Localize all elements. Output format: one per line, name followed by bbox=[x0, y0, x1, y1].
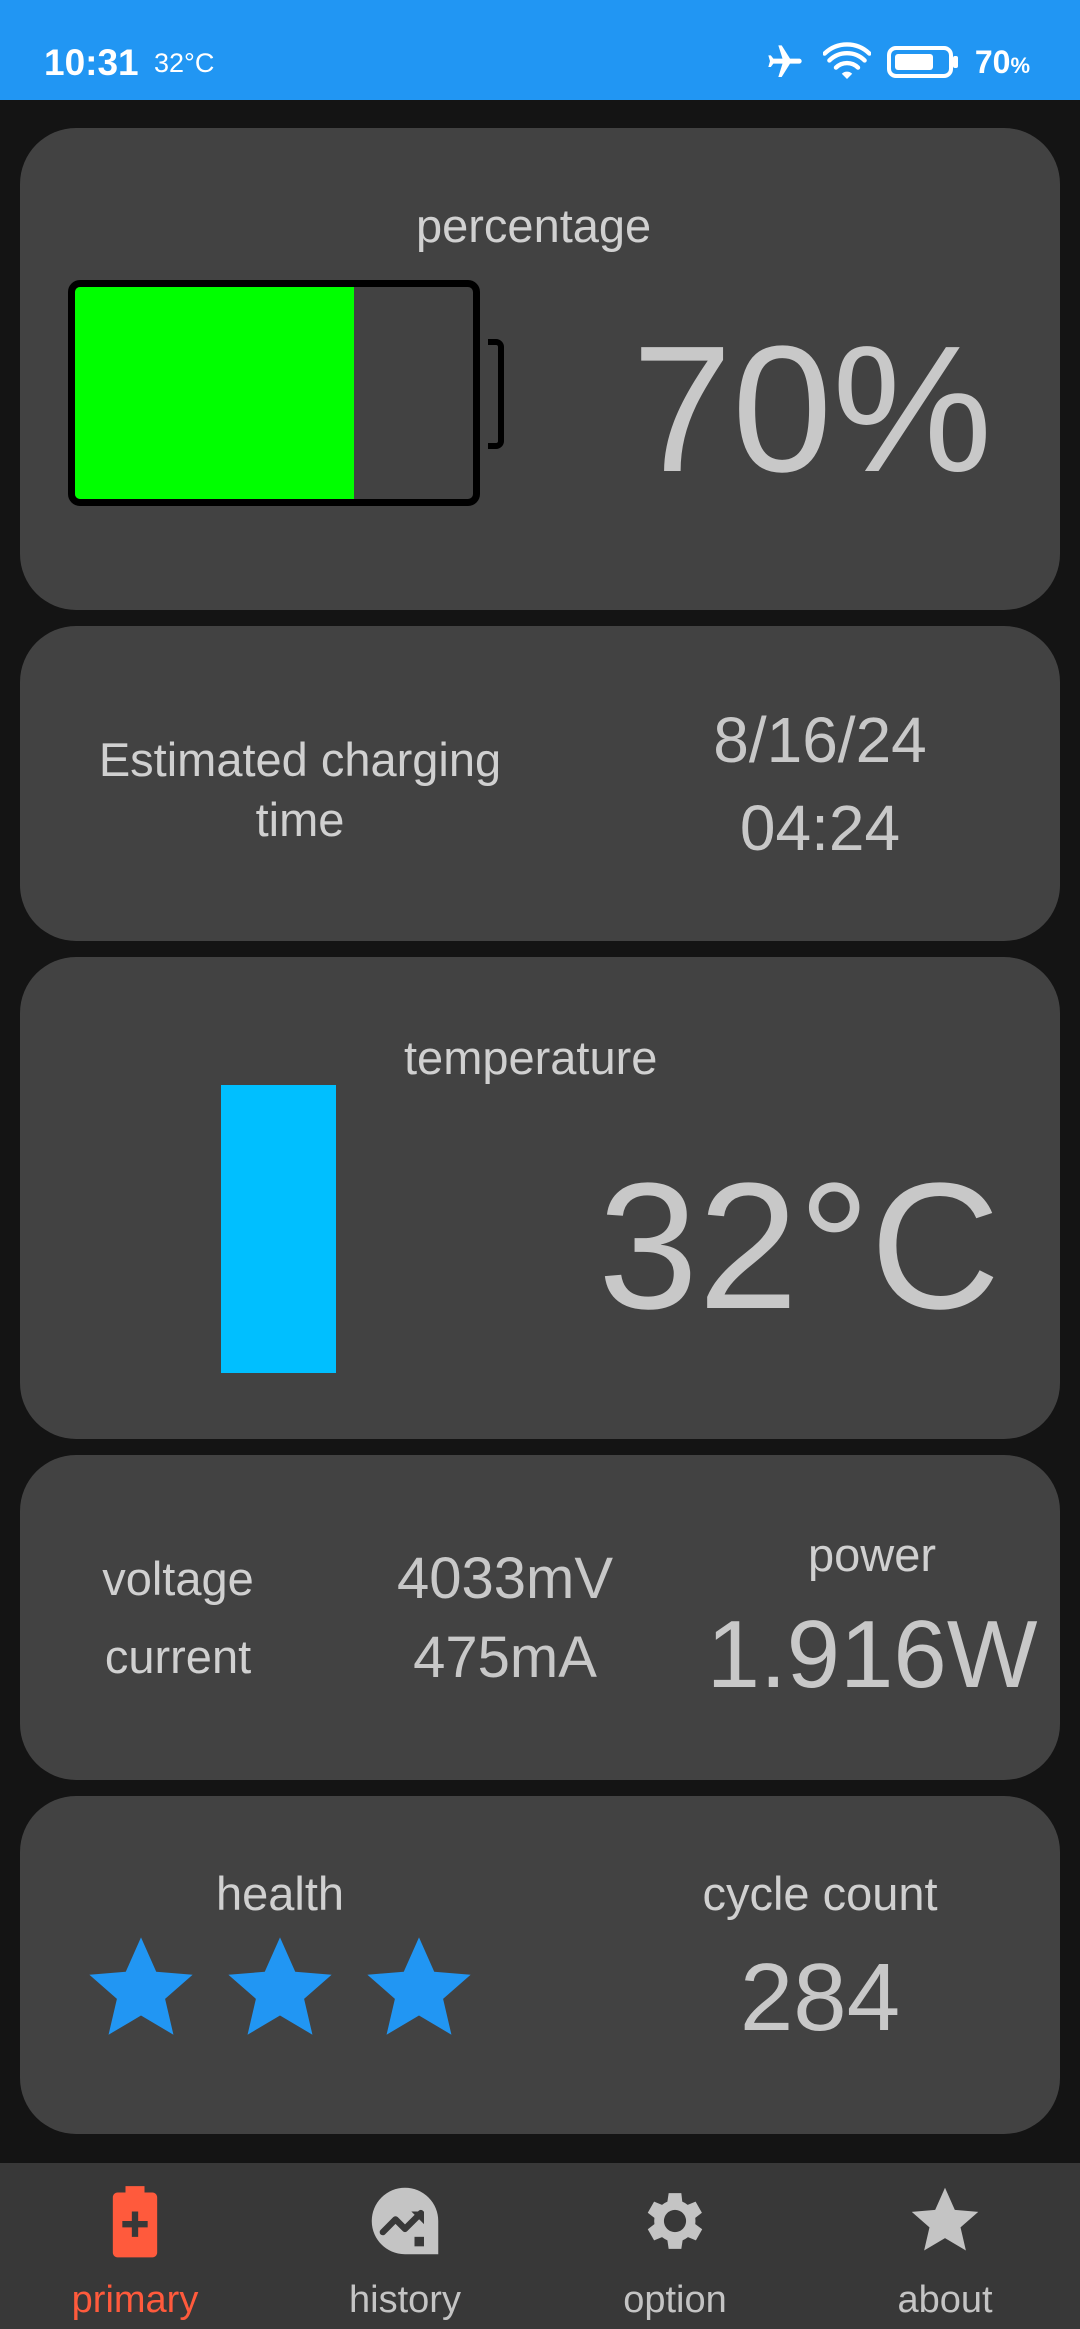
health-star-icon bbox=[89, 1937, 193, 2035]
battery-terminal bbox=[488, 339, 504, 449]
nav-item-history[interactable]: history bbox=[270, 2163, 540, 2329]
nav-item-option[interactable]: option bbox=[540, 2163, 810, 2329]
temperature-value: 32°C bbox=[598, 1146, 1001, 1347]
health-stars bbox=[82, 1930, 478, 2048]
charging-date: 8/16/24 bbox=[713, 704, 927, 776]
nav-label-about: about bbox=[897, 2279, 993, 2321]
battery-icon bbox=[886, 46, 958, 78]
battery-level-fill bbox=[75, 287, 354, 499]
nav-label-option: option bbox=[623, 2279, 727, 2321]
health-card: health cycle count 284 bbox=[20, 1796, 1060, 2134]
power-label: power bbox=[807, 1528, 936, 1581]
star-icon bbox=[911, 2187, 979, 2251]
charging-time-card: Estimated charging time 8/16/24 04:24 bbox=[20, 626, 1060, 941]
current-label: current bbox=[104, 1630, 252, 1683]
battery-graphic bbox=[68, 280, 480, 506]
status-time: 10:31 bbox=[44, 42, 139, 83]
chart-trend-icon bbox=[371, 2187, 439, 2255]
charging-time: 04:24 bbox=[739, 792, 901, 864]
status-icons: 70% bbox=[763, 42, 1030, 82]
nav-label-history: history bbox=[349, 2279, 461, 2321]
airplane-mode-icon bbox=[768, 45, 802, 77]
nav-item-about[interactable]: about bbox=[810, 2163, 1080, 2329]
cycle-count-label: cycle count bbox=[702, 1867, 938, 1920]
temperature-card: temperature 32°C bbox=[20, 957, 1060, 1439]
temperature-bar bbox=[221, 1085, 336, 1373]
percentage-card: percentage 70% bbox=[20, 128, 1060, 610]
temperature-label: temperature bbox=[404, 1031, 658, 1084]
voltage-label: voltage bbox=[102, 1552, 254, 1605]
nav-item-primary[interactable]: primary bbox=[0, 2163, 270, 2329]
bottom-navigation: primary history option about bbox=[0, 2163, 1080, 2329]
status-bar: 10:31 32°C 70% bbox=[0, 0, 1080, 100]
temperature-bar-fill bbox=[221, 1085, 336, 1373]
gear-icon bbox=[647, 2193, 703, 2249]
charging-time-label: Estimated charging time bbox=[98, 733, 502, 846]
voltage-value: 4033mV bbox=[396, 1546, 614, 1611]
power-value: 1.916W bbox=[706, 1601, 1038, 1708]
electrical-card: voltage current 4033mV 475mA power 1.916… bbox=[20, 1455, 1060, 1780]
health-star-icon bbox=[228, 1937, 332, 2035]
health-label: health bbox=[215, 1867, 345, 1920]
status-temperature: 32°C bbox=[154, 48, 215, 78]
status-battery-percent: 70% bbox=[974, 44, 1030, 80]
current-value: 475mA bbox=[413, 1625, 597, 1690]
percentage-label: percentage bbox=[416, 199, 652, 252]
nav-label-primary: primary bbox=[71, 2279, 199, 2321]
cycle-count-value: 284 bbox=[739, 1944, 901, 2051]
battery-plus-icon bbox=[112, 2186, 158, 2258]
wifi-icon bbox=[822, 42, 871, 79]
percentage-value: 70% bbox=[632, 309, 993, 510]
health-star-icon bbox=[367, 1937, 471, 2035]
